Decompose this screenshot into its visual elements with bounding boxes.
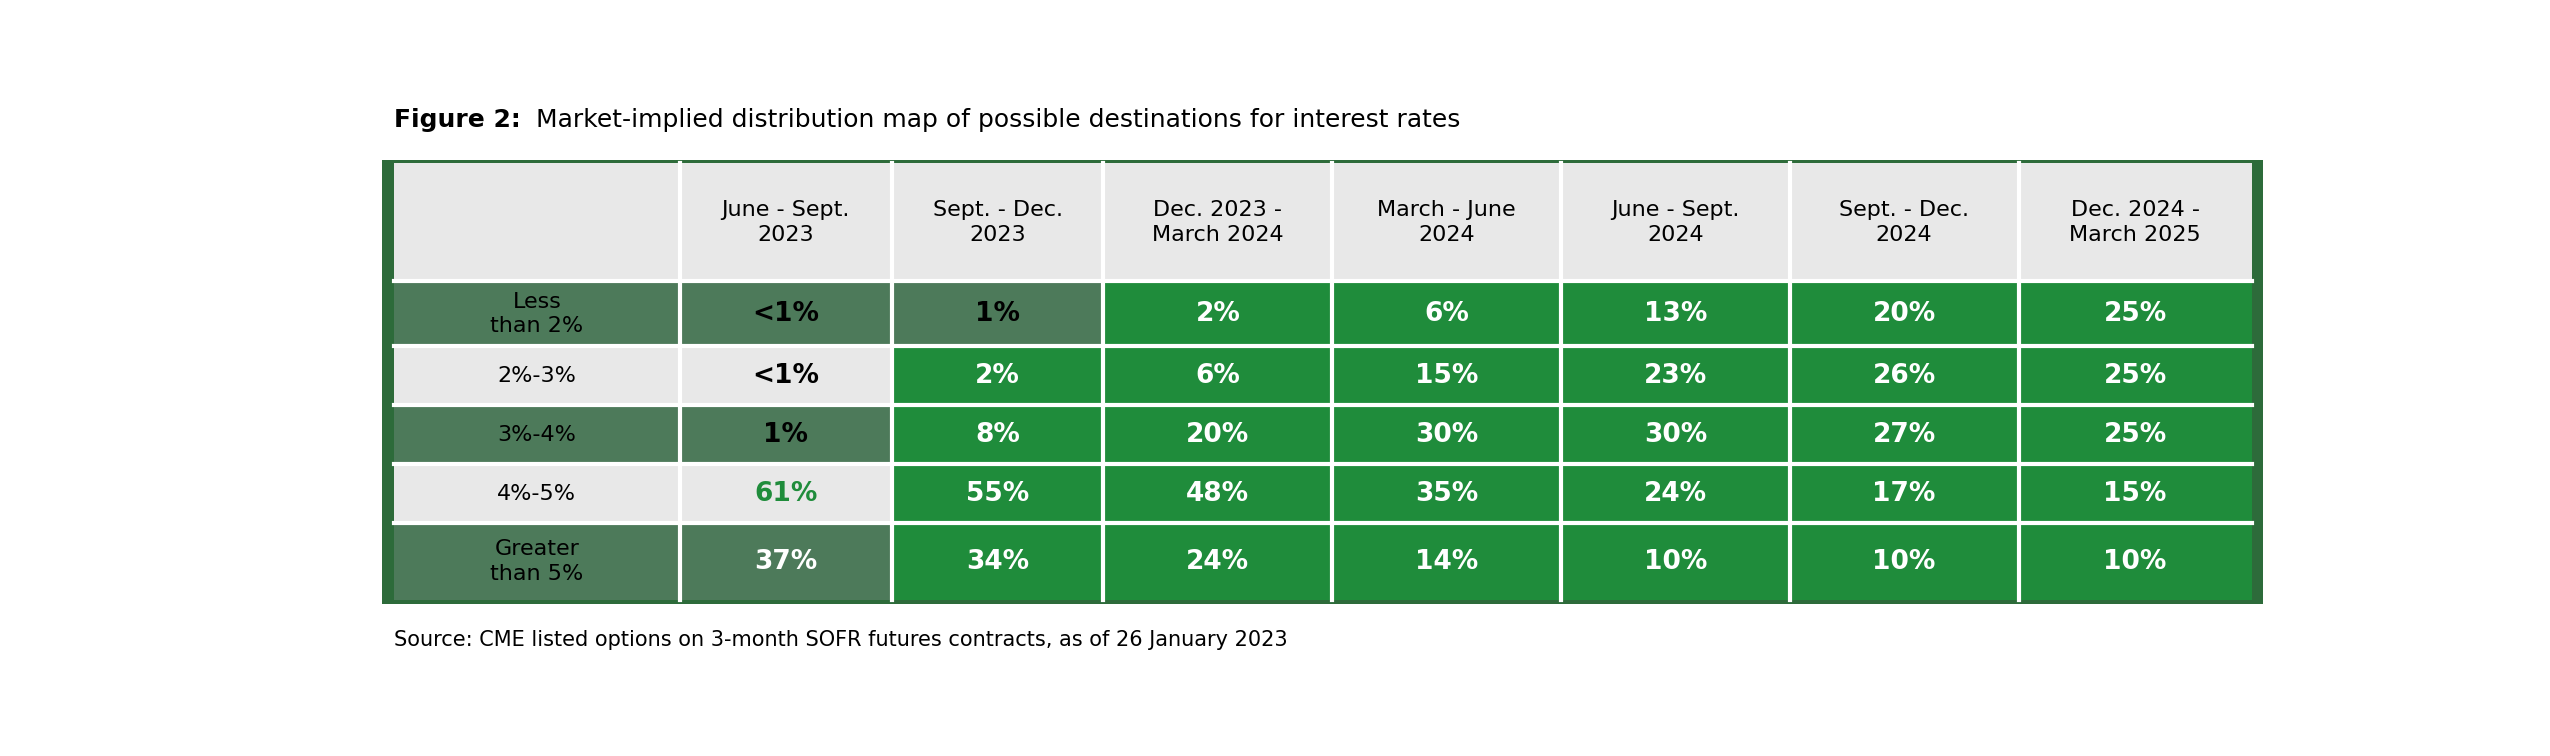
Bar	[1331, 281, 1561, 346]
Text: 55%: 55%	[966, 481, 1030, 507]
Text: Figure 2:: Figure 2:	[393, 108, 520, 132]
Text: 15%: 15%	[2104, 481, 2168, 507]
Bar	[2020, 346, 2252, 405]
Bar	[1790, 464, 2020, 523]
Text: Greater
than 5%: Greater than 5%	[490, 539, 584, 584]
Text: Dec. 2024 -
March 2025: Dec. 2024 - March 2025	[2068, 200, 2201, 245]
Text: June - Sept.
2023: June - Sept. 2023	[722, 200, 849, 245]
Text: Source: CME listed options on 3-month SOFR futures contracts, as of 26 January 2: Source: CME listed options on 3-month SO…	[393, 630, 1288, 649]
Text: 26%: 26%	[1872, 363, 1935, 389]
Text: March - June
2024: March - June 2024	[1377, 200, 1515, 245]
Bar	[393, 464, 681, 523]
Text: 6%: 6%	[1423, 301, 1469, 327]
Bar	[681, 405, 892, 464]
Bar	[1331, 405, 1561, 464]
Bar	[1104, 464, 1331, 523]
Bar	[1561, 281, 1790, 346]
Text: 8%: 8%	[974, 422, 1020, 448]
Text: 4%-5%: 4%-5%	[497, 484, 576, 504]
Text: 10%: 10%	[1872, 549, 1935, 575]
Bar	[1104, 405, 1331, 464]
Text: 15%: 15%	[1415, 363, 1479, 389]
Text: 25%: 25%	[2104, 422, 2168, 448]
Text: 23%: 23%	[1645, 363, 1706, 389]
Text: Dec. 2023 -
March 2024: Dec. 2023 - March 2024	[1153, 200, 1283, 245]
Bar	[1331, 523, 1561, 600]
Bar	[393, 163, 2252, 281]
Text: 17%: 17%	[1872, 481, 1935, 507]
Bar	[892, 523, 1104, 600]
Bar	[393, 405, 681, 464]
Bar	[892, 346, 1104, 405]
Text: <1%: <1%	[752, 301, 819, 327]
Bar	[393, 281, 681, 346]
Text: 2%: 2%	[1196, 301, 1239, 327]
Text: Market-implied distribution map of possible destinations for interest rates: Market-implied distribution map of possi…	[528, 108, 1461, 132]
Bar	[681, 523, 892, 600]
Text: 20%: 20%	[1186, 422, 1250, 448]
Bar	[892, 464, 1104, 523]
Text: 30%: 30%	[1415, 422, 1479, 448]
Bar	[1561, 405, 1790, 464]
Text: 14%: 14%	[1415, 549, 1479, 575]
Text: <1%: <1%	[752, 363, 819, 389]
Bar	[1790, 281, 2020, 346]
Text: 2%-3%: 2%-3%	[497, 366, 576, 386]
Text: 27%: 27%	[1872, 422, 1935, 448]
Text: 3%-4%: 3%-4%	[497, 425, 576, 445]
Text: Less
than 2%: Less than 2%	[490, 292, 584, 336]
Bar	[1561, 464, 1790, 523]
Text: 34%: 34%	[966, 549, 1030, 575]
Bar	[1104, 346, 1331, 405]
Bar	[681, 464, 892, 523]
Bar	[2020, 523, 2252, 600]
Text: 24%: 24%	[1186, 549, 1250, 575]
Bar	[1790, 405, 2020, 464]
Bar	[1561, 346, 1790, 405]
Text: 1%: 1%	[974, 301, 1020, 327]
Bar	[892, 405, 1104, 464]
Text: June - Sept.
2024: June - Sept. 2024	[1612, 200, 1739, 245]
Text: 10%: 10%	[1645, 549, 1706, 575]
Text: 13%: 13%	[1645, 301, 1706, 327]
Text: 20%: 20%	[1872, 301, 1935, 327]
Text: 30%: 30%	[1645, 422, 1706, 448]
Bar	[681, 281, 892, 346]
Text: 37%: 37%	[755, 549, 819, 575]
Text: Sept. - Dec.
2023: Sept. - Dec. 2023	[933, 200, 1063, 245]
Bar	[2020, 405, 2252, 464]
Bar	[2020, 464, 2252, 523]
Bar	[382, 160, 2264, 603]
Bar	[393, 523, 681, 600]
Text: 24%: 24%	[1645, 481, 1706, 507]
Bar	[1104, 281, 1331, 346]
Bar	[1790, 523, 2020, 600]
Bar	[1331, 346, 1561, 405]
Bar	[892, 281, 1104, 346]
Bar	[2020, 281, 2252, 346]
Text: 2%: 2%	[974, 363, 1020, 389]
Text: 10%: 10%	[2104, 549, 2168, 575]
Bar	[1790, 346, 2020, 405]
Text: 6%: 6%	[1196, 363, 1239, 389]
Bar	[393, 346, 681, 405]
Bar	[1104, 523, 1331, 600]
Text: 35%: 35%	[1415, 481, 1479, 507]
Text: 61%: 61%	[755, 481, 819, 507]
Bar	[681, 346, 892, 405]
Text: Sept. - Dec.
2024: Sept. - Dec. 2024	[1839, 200, 1969, 245]
Text: 48%: 48%	[1186, 481, 1250, 507]
Text: 1%: 1%	[762, 422, 808, 448]
Bar	[1561, 523, 1790, 600]
Text: 25%: 25%	[2104, 301, 2168, 327]
Bar	[1331, 464, 1561, 523]
Text: 25%: 25%	[2104, 363, 2168, 389]
